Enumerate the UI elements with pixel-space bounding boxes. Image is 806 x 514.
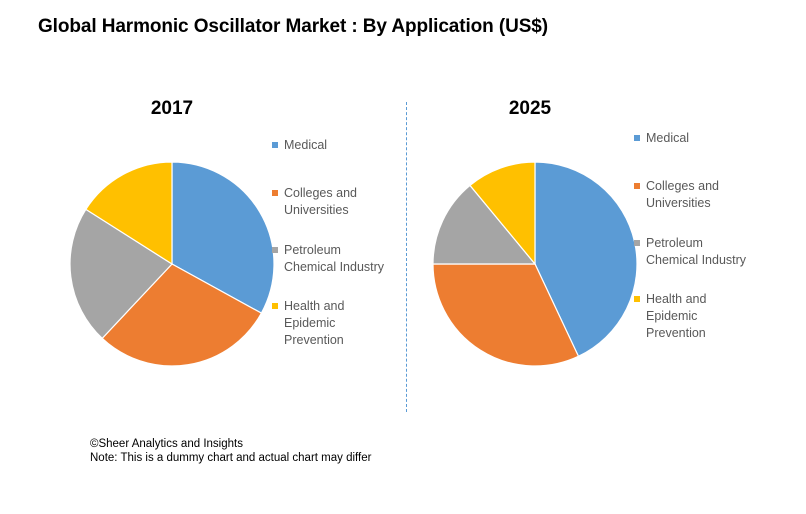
legend-label: Medical [284,138,328,152]
legend-label: Prevention [284,333,344,347]
legend-swatch [634,296,640,302]
legend-swatch [272,303,278,309]
legend-swatch [272,142,278,148]
legend-item-colleges-and-universities: Colleges and Universities [634,178,746,212]
pie-chart-2017 [69,161,275,367]
legend-label: Health and [646,292,707,306]
divider-line [406,102,407,412]
pie-slice-petroleum-chemical-industry [432,184,537,265]
legend-item-medical: Medical [634,130,746,147]
pie-title-2017: 2017 [150,98,194,119]
legend-label: Epidemic [284,316,336,330]
legend-label: Petroleum [284,243,341,257]
pie-slice-petroleum-chemical-industry [69,208,173,340]
legend-label: Health and [284,299,345,313]
legend-label: Epidemic [646,309,698,323]
legend-item-colleges-and-universities: Colleges and Universities [272,185,384,219]
legend-swatch [634,135,640,141]
legend-label: Colleges and [646,179,719,193]
legend-swatch [634,183,640,189]
legend-label: Medical [646,131,690,145]
note-text: Note: This is a dummy chart and actual c… [90,452,372,464]
chart-title: Global Harmonic Oscillator Market : By A… [38,16,548,37]
legend-label: Colleges and [284,186,357,200]
pie-slice-health-and-epidemic-prevention [85,161,173,266]
legend-item-petroleum-chemical-industry: Petroleum Chemical Industry [272,242,384,276]
legend-label: Universities [646,196,711,210]
copyright-text: ©Sheer Analytics and Insights [90,438,243,450]
pie-chart-2025 [432,161,638,367]
legend-label: Prevention [646,326,706,340]
pie-slice-colleges-and-universities [101,263,263,367]
legend-item-health-and-epidemic-prevention: Health and Epidemic Prevention [272,298,384,349]
legend-swatch [634,240,640,246]
legend-2017: Medical Colleges and Universities Petroleum… [272,137,384,349]
legend-swatch [272,247,278,253]
legend-label: Universities [284,203,349,217]
pie-slice-colleges-and-universities [432,263,580,367]
legend-item-medical: Medical [272,137,384,154]
legend-item-petroleum-chemical-industry: Petroleum Chemical Industry [634,235,746,269]
legend-label: Petroleum [646,236,703,250]
footer: ©Sheer Analytics and Insights Note: This… [90,437,371,465]
legend-label: Chemical Industry [646,253,747,267]
legend-item-health-and-epidemic-prevention: Health and Epidemic Prevention [634,291,746,342]
legend-swatch [272,190,278,196]
legend-label: Chemical Industry [284,260,385,274]
pie-title-2025: 2025 [508,98,552,119]
legend-2025: Medical Colleges and Universities Petroleum… [634,130,746,342]
pie-slice-medical [171,161,275,314]
pie-slice-health-and-epidemic-prevention [469,161,536,266]
